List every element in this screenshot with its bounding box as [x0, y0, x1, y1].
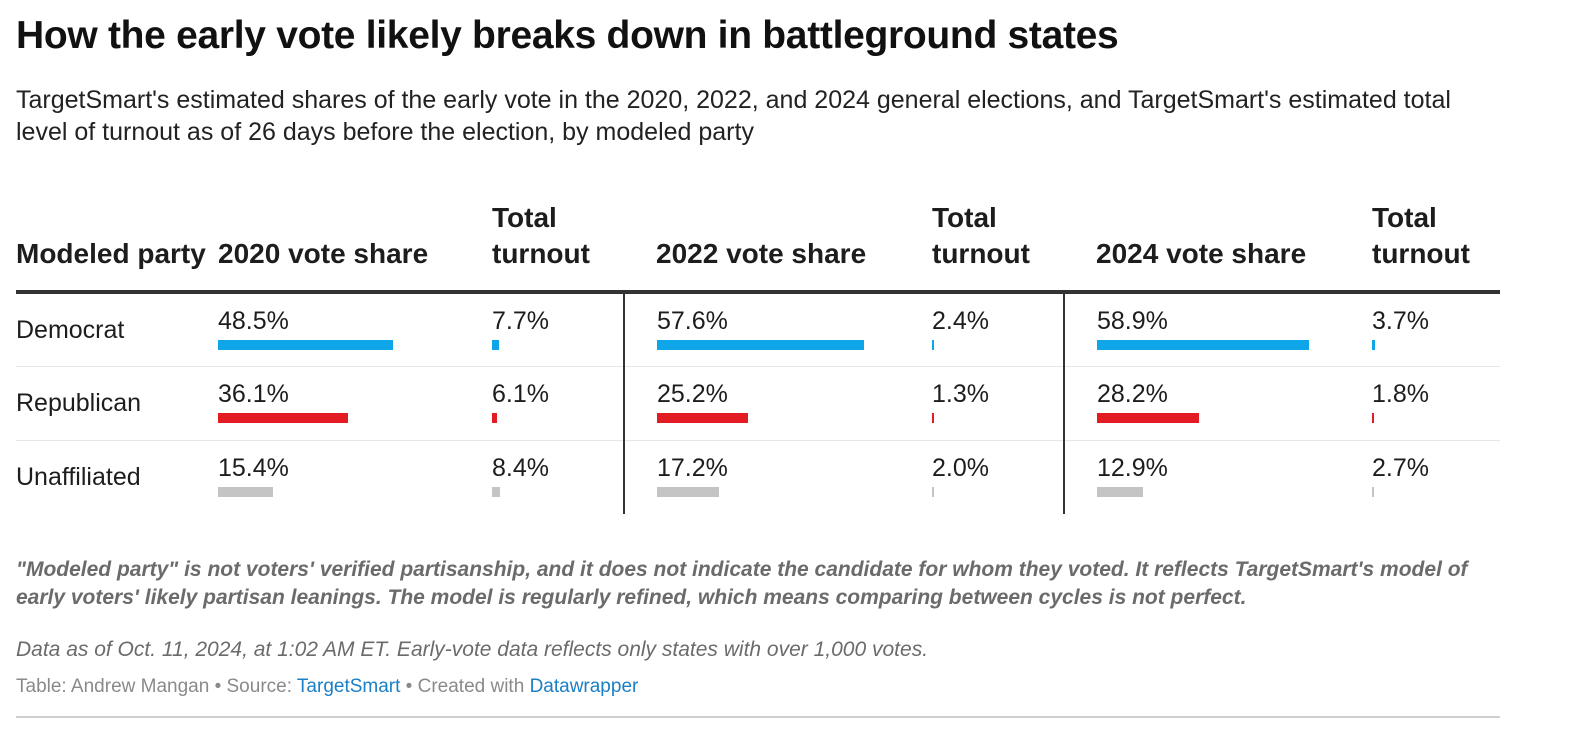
column-header-party[interactable]: Modeled party: [16, 200, 218, 294]
column-header-vote-share-2020[interactable]: 2020 vote share: [218, 200, 492, 294]
value-label: 28.2%: [1097, 379, 1168, 408]
bar-unaffiliated: [492, 486, 500, 497]
bar-republican: [932, 412, 934, 423]
value-label: 8.4%: [492, 453, 549, 482]
bar-republican: [657, 412, 748, 423]
cell-to2024: 2.7%: [1372, 440, 1500, 514]
cell-to2020: 7.7%: [492, 292, 624, 367]
data-timestamp-note: Data as of Oct. 11, 2024, at 1:02 AM ET.…: [16, 638, 929, 661]
value-label: 48.5%: [218, 307, 289, 335]
value-label: 25.2%: [657, 379, 728, 408]
table-row: Republican 36.1% 6.1% 25.2% 1.3% 28.2% 1.8%: [16, 366, 1500, 441]
header-row: Modeled party 2020 vote share Total turn…: [16, 200, 1500, 294]
value-label: 57.6%: [657, 307, 728, 335]
cell-to2020: 8.4%: [492, 440, 624, 514]
value-label: 12.9%: [1097, 453, 1168, 482]
bar-republican: [1372, 412, 1374, 423]
value-label: 58.9%: [1097, 307, 1168, 335]
bar-democrat: [1097, 340, 1310, 350]
tool-separator: • Created with: [400, 676, 530, 697]
bar-track: [657, 486, 932, 497]
bar-track: [657, 340, 932, 350]
value-label: 7.7%: [492, 307, 549, 335]
bar-republican: [492, 412, 498, 423]
bar-track: [932, 412, 1063, 423]
bar-track: [218, 340, 492, 350]
column-header-turnout-2022[interactable]: Total turnout: [932, 200, 1064, 294]
bar-track: [657, 412, 932, 423]
cell-to2022: 1.3%: [932, 366, 1064, 441]
value-label: 17.2%: [657, 453, 728, 482]
column-header-vote-share-2024[interactable]: 2024 vote share: [1064, 200, 1372, 294]
bar-track: [1372, 340, 1500, 350]
cell-to2024: 1.8%: [1372, 366, 1500, 441]
cell-to2022: 2.0%: [932, 440, 1064, 514]
cell-to2024: 3.7%: [1372, 292, 1500, 367]
value-label: 36.1%: [218, 379, 289, 408]
cell-vs2022: 25.2%: [623, 366, 932, 441]
cell-vs2024: 12.9%: [1063, 440, 1372, 514]
bar-republican: [218, 412, 348, 423]
table-row: Unaffiliated 15.4% 8.4% 17.2% 2.0% 12.9% 2.7%: [16, 440, 1500, 514]
bar-track: [1097, 486, 1372, 497]
bar-democrat: [932, 340, 935, 350]
bar-track: [932, 486, 1063, 497]
value-label: 3.7%: [1372, 307, 1429, 335]
footer-credits: Table: Andrew Mangan • Source: TargetSma…: [16, 676, 638, 698]
table-row: Democrat 48.5% 7.7% 57.6% 2.4% 58.9% 3.7%: [16, 292, 1500, 367]
footer-divider: [16, 716, 1500, 718]
column-header-turnout-2020[interactable]: Total turnout: [492, 200, 624, 294]
bar-republican: [1097, 412, 1199, 423]
column-header-turnout-2024[interactable]: Total turnout: [1372, 200, 1500, 294]
chart-title: How the early vote likely breaks down in…: [16, 14, 1119, 57]
column-header-vote-share-2022[interactable]: 2022 vote share: [624, 200, 932, 294]
bar-unaffiliated: [1097, 486, 1144, 497]
value-label: 2.7%: [1372, 453, 1429, 482]
cell-vs2020: 48.5%: [218, 292, 492, 367]
cell-to2022: 2.4%: [932, 292, 1064, 367]
cell-vs2020: 36.1%: [218, 366, 492, 441]
bar-unaffiliated: [1372, 486, 1375, 497]
value-label: 1.3%: [932, 379, 989, 408]
bar-unaffiliated: [657, 486, 719, 497]
data-table: Modeled party 2020 vote share Total turn…: [16, 200, 1500, 514]
bar-track: [1372, 486, 1500, 497]
methodology-note: "Modeled party" is not voters' verified …: [16, 558, 1468, 609]
bar-track: [1097, 340, 1372, 350]
party-label: Democrat: [16, 292, 218, 367]
value-label: 15.4%: [218, 453, 289, 482]
cell-to2020: 6.1%: [492, 366, 624, 441]
cell-vs2024: 28.2%: [1063, 366, 1372, 441]
bar-track: [218, 412, 492, 423]
source-separator: • Source:: [209, 676, 297, 697]
party-label: Republican: [16, 366, 218, 441]
value-label: 1.8%: [1372, 379, 1429, 408]
bar-track: [932, 340, 1063, 350]
cell-vs2024: 58.9%: [1063, 292, 1372, 367]
bar-track: [218, 486, 492, 497]
bar-track: [492, 340, 623, 350]
chart-subtitle: TargetSmart's estimated shares of the ea…: [16, 86, 1451, 146]
bar-democrat: [492, 340, 499, 350]
cell-vs2022: 57.6%: [623, 292, 932, 367]
cell-vs2022: 17.2%: [623, 440, 932, 514]
source-link[interactable]: TargetSmart: [296, 676, 401, 697]
value-label: 2.0%: [932, 453, 989, 482]
value-label: 2.4%: [932, 307, 989, 335]
bar-unaffiliated: [932, 486, 934, 497]
bar-track: [1097, 412, 1372, 423]
bar-unaffiliated: [218, 486, 274, 497]
bar-democrat: [657, 340, 865, 350]
cell-vs2020: 15.4%: [218, 440, 492, 514]
value-label: 6.1%: [492, 379, 549, 408]
party-label: Unaffiliated: [16, 462, 141, 491]
bar-track: [492, 412, 623, 423]
bar-democrat: [218, 340, 393, 350]
bar-track: [492, 486, 623, 497]
table-author: Table: Andrew Mangan: [16, 676, 210, 697]
bar-track: [1372, 412, 1500, 423]
datawrapper-link[interactable]: Datawrapper: [529, 676, 639, 697]
bar-democrat: [1372, 340, 1376, 350]
